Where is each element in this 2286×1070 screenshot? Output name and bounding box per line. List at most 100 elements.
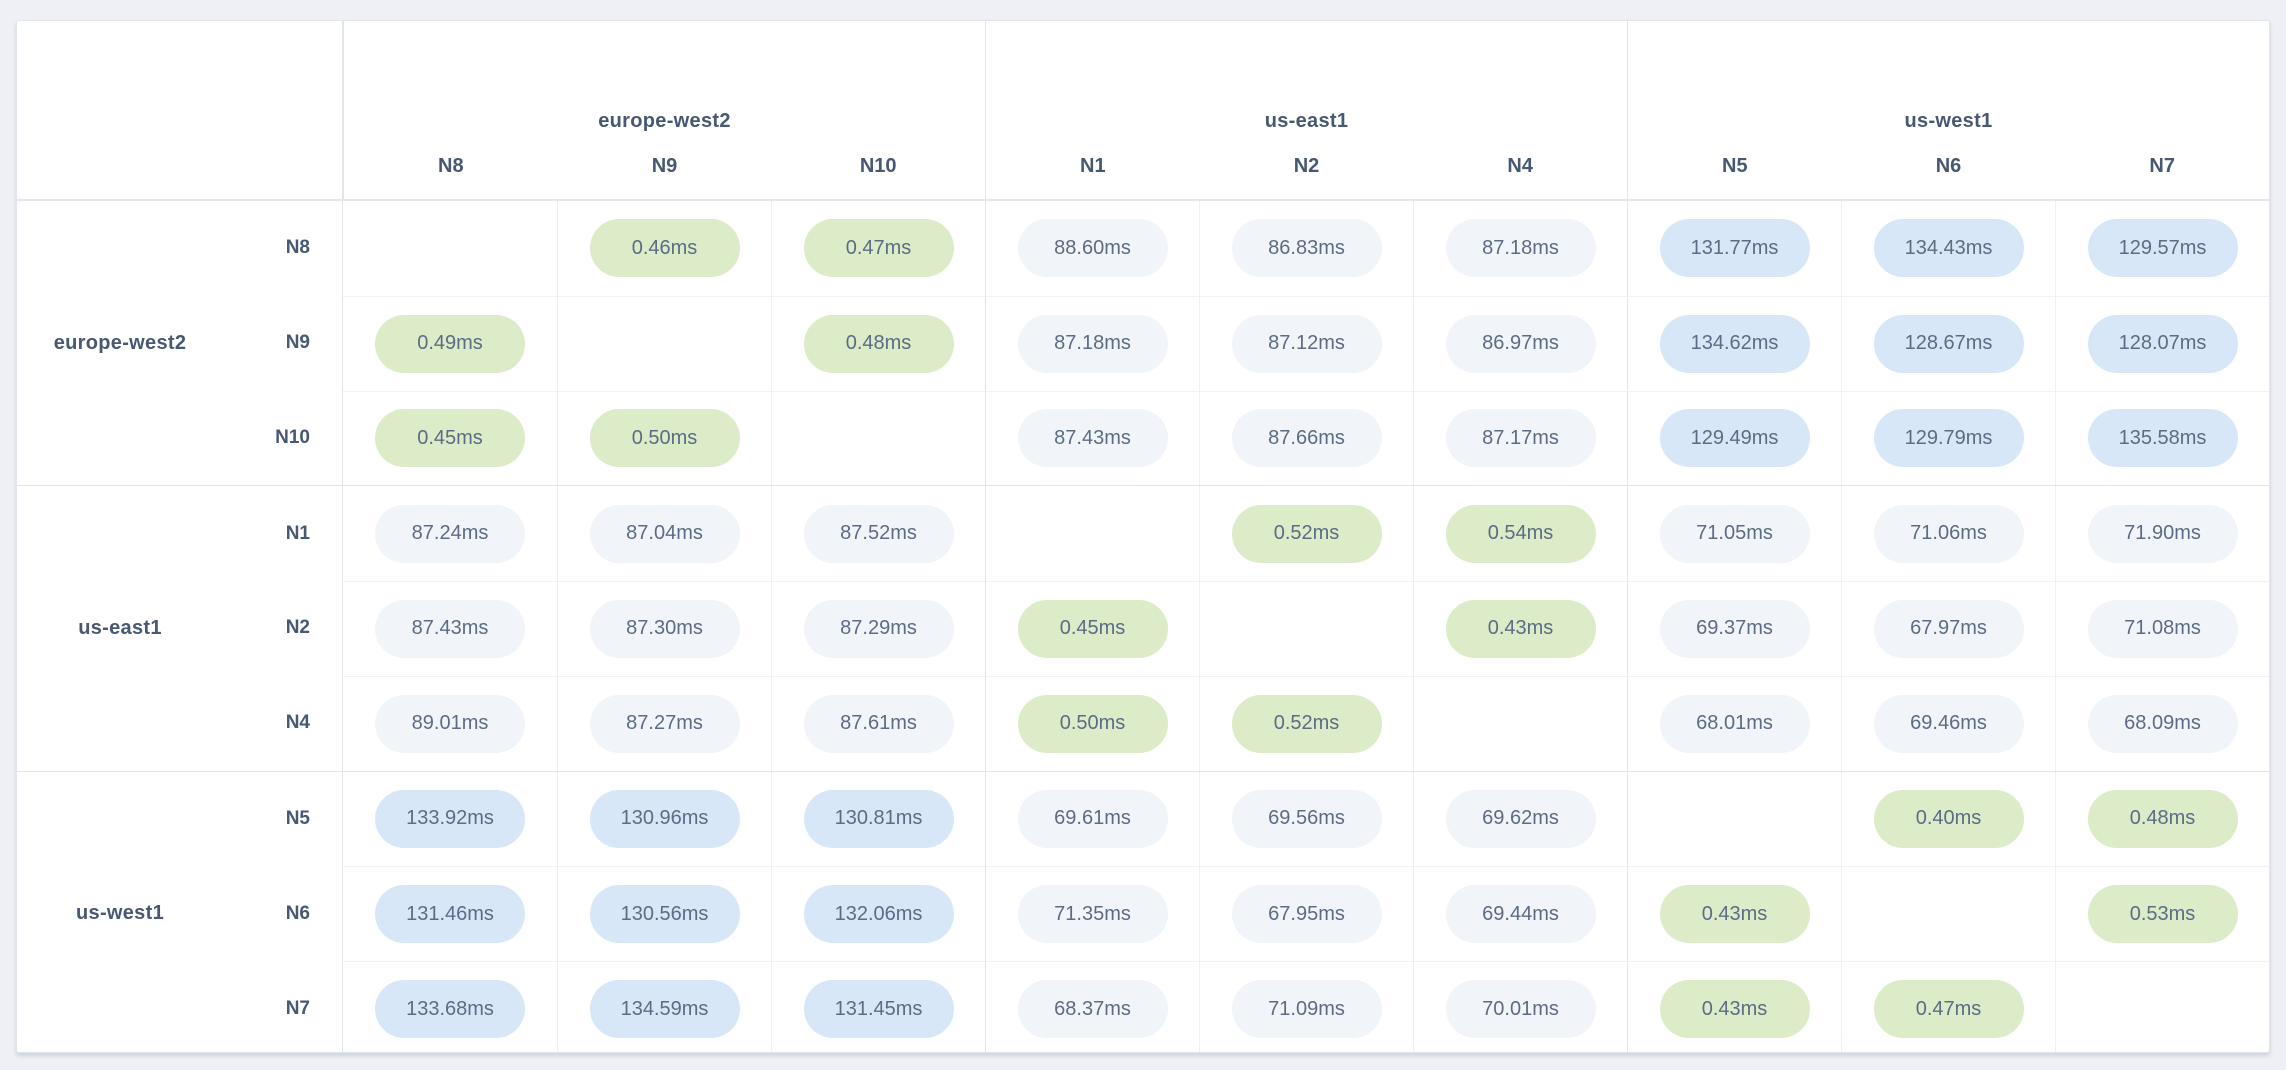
- latency-pill-N1-N5[interactable]: 71.05ms: [1659, 504, 1810, 563]
- latency-pill-N1-N10[interactable]: 87.52ms: [803, 504, 954, 563]
- latency-pill-N7-N9[interactable]: 134.59ms: [589, 980, 740, 1038]
- latency-cell-N1-N8: 87.24ms: [343, 486, 557, 581]
- latency-pill-N5-N10[interactable]: 130.81ms: [803, 789, 954, 848]
- latency-pill-N4-N6[interactable]: 69.46ms: [1873, 694, 2024, 753]
- latency-pill-N5-N8[interactable]: 133.92ms: [375, 789, 525, 848]
- latency-cell-N2-N2: [1199, 581, 1413, 676]
- latency-pill-N7-N1[interactable]: 68.37ms: [1017, 980, 1168, 1038]
- latency-cell-N4-N9: 87.27ms: [557, 675, 771, 771]
- latency-cell-N4-N6: 69.46ms: [1841, 675, 2055, 771]
- column-node-labels: N1 N2 N4: [986, 133, 1627, 199]
- latency-pill-N2-N9[interactable]: 87.30ms: [589, 599, 740, 658]
- latency-pill-N5-N4[interactable]: 69.62ms: [1445, 789, 1596, 848]
- latency-cell-N5-N5: [1627, 771, 1841, 867]
- latency-pill-N8-N10[interactable]: 0.47ms: [803, 219, 954, 278]
- latency-pill-N1-N4[interactable]: 0.54ms: [1445, 504, 1596, 563]
- column-node-label-N8: N8: [438, 154, 464, 177]
- latency-pill-N6-N2[interactable]: 67.95ms: [1231, 885, 1382, 944]
- latency-pill-N8-N4[interactable]: 87.18ms: [1445, 219, 1596, 278]
- latency-pill-N6-N8[interactable]: 131.46ms: [375, 885, 525, 944]
- latency-pill-N6-N1[interactable]: 71.35ms: [1017, 885, 1168, 944]
- latency-pill-N9-N2[interactable]: 87.12ms: [1231, 314, 1382, 373]
- latency-pill-N9-N8[interactable]: 0.49ms: [375, 314, 525, 373]
- latency-pill-N2-N1[interactable]: 0.45ms: [1017, 599, 1168, 658]
- latency-pill-N9-N4[interactable]: 86.97ms: [1445, 314, 1596, 373]
- latency-pill-N7-N5[interactable]: 0.43ms: [1659, 980, 1810, 1038]
- latency-cell-N4-N5: 68.01ms: [1627, 675, 1841, 771]
- latency-pill-N1-N9[interactable]: 87.04ms: [589, 504, 740, 563]
- latency-pill-N7-N8[interactable]: 133.68ms: [375, 980, 525, 1038]
- latency-cell-N5-N9: 130.96ms: [557, 771, 771, 867]
- latency-cell-N5-N2: 69.56ms: [1199, 771, 1413, 867]
- latency-cell-N5-N4: 69.62ms: [1413, 771, 1627, 867]
- latency-cell-N7-N10: 131.45ms: [771, 961, 985, 1052]
- latency-pill-N9-N10[interactable]: 0.48ms: [803, 314, 954, 373]
- latency-cell-N10-N8: 0.45ms: [343, 390, 557, 486]
- latency-pill-N10-N8[interactable]: 0.45ms: [375, 409, 525, 468]
- latency-cell-N9-N1: 87.18ms: [985, 295, 1199, 391]
- latency-pill-N9-N5[interactable]: 134.62ms: [1659, 314, 1810, 373]
- latency-pill-N4-N10[interactable]: 87.61ms: [803, 694, 954, 753]
- latency-pill-N1-N8[interactable]: 87.24ms: [375, 504, 525, 563]
- latency-cell-N8-N4: 87.18ms: [1413, 201, 1627, 296]
- latency-pill-N7-N2[interactable]: 71.09ms: [1231, 980, 1382, 1038]
- latency-pill-N4-N1[interactable]: 0.50ms: [1017, 694, 1168, 753]
- latency-pill-N1-N7[interactable]: 71.90ms: [2087, 504, 2238, 563]
- latency-cell-N9-N4: 86.97ms: [1413, 295, 1627, 391]
- latency-pill-N4-N8[interactable]: 89.01ms: [375, 694, 525, 753]
- latency-pill-N7-N6[interactable]: 0.47ms: [1873, 980, 2024, 1038]
- latency-pill-N10-N4[interactable]: 87.17ms: [1445, 409, 1596, 468]
- latency-pill-N7-N4[interactable]: 70.01ms: [1445, 980, 1596, 1038]
- column-node-label-N4: N4: [1507, 154, 1533, 177]
- latency-pill-N1-N2[interactable]: 0.52ms: [1231, 504, 1382, 563]
- latency-pill-N5-N9[interactable]: 130.96ms: [589, 789, 740, 848]
- latency-pill-N6-N5[interactable]: 0.43ms: [1659, 885, 1810, 944]
- latency-pill-N8-N6[interactable]: 134.43ms: [1873, 219, 2024, 278]
- latency-pill-N6-N4[interactable]: 69.44ms: [1445, 885, 1596, 944]
- latency-pill-N7-N10[interactable]: 131.45ms: [803, 980, 954, 1038]
- latency-cell-N6-N6: [1841, 866, 2055, 962]
- latency-pill-N6-N9[interactable]: 130.56ms: [589, 885, 740, 944]
- latency-pill-N5-N1[interactable]: 69.61ms: [1017, 789, 1168, 848]
- latency-pill-N5-N6[interactable]: 0.40ms: [1873, 789, 2024, 848]
- latency-pill-N2-N6[interactable]: 67.97ms: [1873, 599, 2024, 658]
- latency-pill-N9-N7[interactable]: 128.07ms: [2087, 314, 2238, 373]
- latency-pill-N9-N1[interactable]: 87.18ms: [1017, 314, 1168, 373]
- latency-pill-N8-N9[interactable]: 0.46ms: [589, 219, 740, 278]
- column-group-europe-west2: europe-west2 N8 N9 N10: [343, 21, 985, 199]
- latency-cell-N7-N2: 71.09ms: [1199, 961, 1413, 1052]
- latency-pill-N9-N6[interactable]: 128.67ms: [1873, 314, 2024, 373]
- latency-pill-N8-N1[interactable]: 88.60ms: [1017, 219, 1168, 278]
- latency-cell-N7-N7: [2055, 961, 2269, 1052]
- latency-pill-N10-N5[interactable]: 129.49ms: [1659, 409, 1810, 468]
- latency-pill-N4-N2[interactable]: 0.52ms: [1231, 694, 1382, 753]
- latency-pill-N8-N2[interactable]: 86.83ms: [1231, 219, 1382, 278]
- latency-pill-N2-N8[interactable]: 87.43ms: [375, 599, 525, 658]
- latency-pill-N2-N5[interactable]: 69.37ms: [1659, 599, 1810, 658]
- column-node-labels: N8 N9 N10: [344, 133, 985, 199]
- latency-pill-N4-N5[interactable]: 68.01ms: [1659, 694, 1810, 753]
- latency-pill-N5-N7[interactable]: 0.48ms: [2087, 789, 2238, 848]
- row-node-label-N6: N6: [223, 866, 343, 962]
- latency-pill-N2-N10[interactable]: 87.29ms: [803, 599, 954, 658]
- latency-pill-N8-N5[interactable]: 131.77ms: [1659, 219, 1810, 278]
- latency-cell-N8-N9: 0.46ms: [557, 201, 771, 296]
- latency-pill-N2-N4[interactable]: 0.43ms: [1445, 599, 1596, 658]
- latency-pill-N10-N7[interactable]: 135.58ms: [2087, 409, 2238, 468]
- latency-pill-N10-N2[interactable]: 87.66ms: [1231, 409, 1382, 468]
- latency-cell-N9-N2: 87.12ms: [1199, 295, 1413, 391]
- latency-pill-N4-N9[interactable]: 87.27ms: [589, 694, 740, 753]
- latency-pill-N1-N6[interactable]: 71.06ms: [1873, 504, 2024, 563]
- column-node-label-N1: N1: [1080, 154, 1106, 177]
- latency-pill-N10-N9[interactable]: 0.50ms: [589, 409, 740, 468]
- latency-cell-N7-N6: 0.47ms: [1841, 961, 2055, 1052]
- latency-cell-N8-N6: 134.43ms: [1841, 201, 2055, 296]
- latency-pill-N4-N7[interactable]: 68.09ms: [2087, 694, 2238, 753]
- latency-pill-N5-N2[interactable]: 69.56ms: [1231, 789, 1382, 848]
- latency-pill-N6-N7[interactable]: 0.53ms: [2087, 885, 2238, 944]
- latency-pill-N8-N7[interactable]: 129.57ms: [2087, 219, 2238, 278]
- latency-pill-N10-N1[interactable]: 87.43ms: [1017, 409, 1168, 468]
- latency-pill-N10-N6[interactable]: 129.79ms: [1873, 409, 2024, 468]
- latency-pill-N2-N7[interactable]: 71.08ms: [2087, 599, 2238, 658]
- latency-pill-N6-N10[interactable]: 132.06ms: [803, 885, 954, 944]
